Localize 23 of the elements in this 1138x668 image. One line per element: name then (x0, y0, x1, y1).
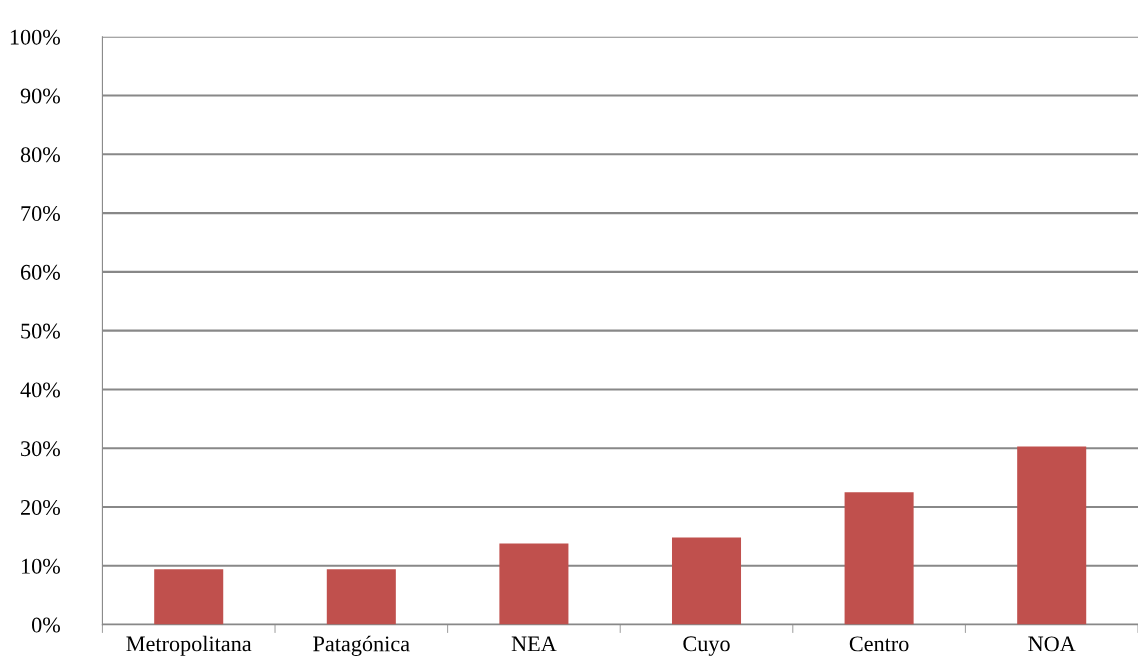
y-tick-label: 0% (31, 617, 60, 633)
bar (154, 569, 224, 625)
bar (326, 569, 396, 625)
y-tick-label: 30% (21, 441, 60, 457)
x-tick-label: NOA (1028, 636, 1076, 652)
y-tick-label: 60% (20, 264, 60, 280)
x-tick-label: Centro (849, 636, 909, 652)
y-tick-label: 100% (10, 29, 60, 45)
y-tick-label: 40% (20, 382, 60, 398)
x-tick-label: Cuyo (683, 636, 730, 656)
bar (844, 492, 914, 625)
y-tick-label: 10% (21, 558, 60, 574)
x-tick-label: NEA (511, 636, 557, 652)
x-tick-label: Patagónica (313, 635, 410, 656)
y-tick-label: 90% (20, 88, 60, 104)
y-tick-label: 20% (21, 499, 60, 516)
bar (1017, 446, 1087, 625)
y-tick-label: 70% (21, 206, 60, 222)
bar (671, 537, 742, 625)
x-tick-label: Metropolitana (126, 635, 252, 656)
bar (499, 543, 569, 625)
y-tick-label: 50% (21, 323, 60, 339)
y-tick-label: 80% (20, 147, 60, 163)
